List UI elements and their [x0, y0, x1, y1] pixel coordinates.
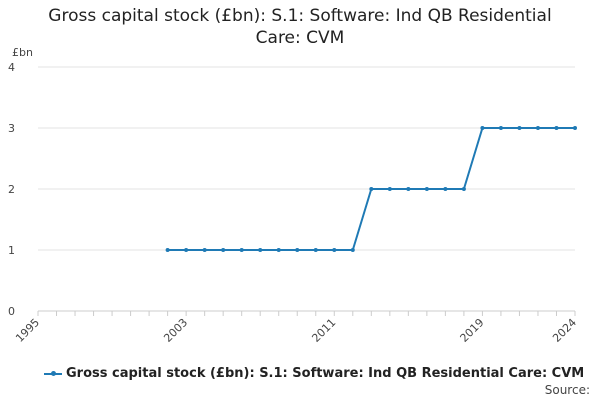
data-point [387, 187, 392, 191]
data-point [517, 126, 522, 130]
data-point [258, 248, 263, 252]
data-point [295, 248, 300, 252]
legend: Gross capital stock (£bn): S.1: Software… [44, 366, 584, 381]
data-point [221, 248, 226, 252]
data-point [202, 248, 207, 252]
data-point [461, 187, 466, 191]
tick-labels: 0 1 2 3 4 £bn 1995 2003 2011 2019 2024 [8, 46, 579, 345]
data-point [554, 126, 559, 130]
axes [37, 310, 576, 316]
data-point [406, 187, 411, 191]
legend-line-marker-icon [44, 369, 62, 379]
y-tick-label: 4 [8, 61, 15, 74]
data-point [573, 126, 577, 130]
data-point [313, 248, 318, 252]
data-point [239, 248, 244, 252]
data-point [443, 187, 448, 191]
legend-label: Gross capital stock (£bn): S.1: Software… [66, 366, 585, 381]
y-tick-label: 2 [8, 183, 15, 196]
x-tick-label: 2003 [161, 316, 190, 345]
chart-title: Gross capital stock (£bn): S.1: Software… [0, 5, 600, 49]
x-tick-label: 2024 [550, 316, 579, 345]
x-tick-label: 1995 [13, 316, 42, 345]
data-point [350, 248, 355, 252]
data-point [424, 187, 429, 191]
y-axis-label: £bn [12, 46, 33, 59]
x-tick-label: 2011 [309, 316, 338, 345]
x-tick-label: 2019 [458, 316, 487, 345]
data-point [480, 126, 485, 130]
grid-lines [38, 66, 575, 251]
data-point [184, 248, 189, 252]
data-point [369, 187, 374, 191]
data-point [332, 248, 337, 252]
chart-title-line-1: Gross capital stock (£bn): S.1: Software… [48, 6, 552, 26]
data-point [165, 248, 170, 252]
y-tick-label: 1 [8, 244, 15, 257]
chart-title-line-2: Care: CVM [255, 28, 345, 48]
series-layer [165, 126, 577, 252]
data-point [276, 248, 281, 252]
y-tick-label: 0 [8, 305, 15, 318]
y-tick-label: 3 [8, 122, 15, 135]
data-point [535, 126, 540, 130]
source-label: Source: [544, 383, 590, 397]
data-point [498, 126, 503, 130]
